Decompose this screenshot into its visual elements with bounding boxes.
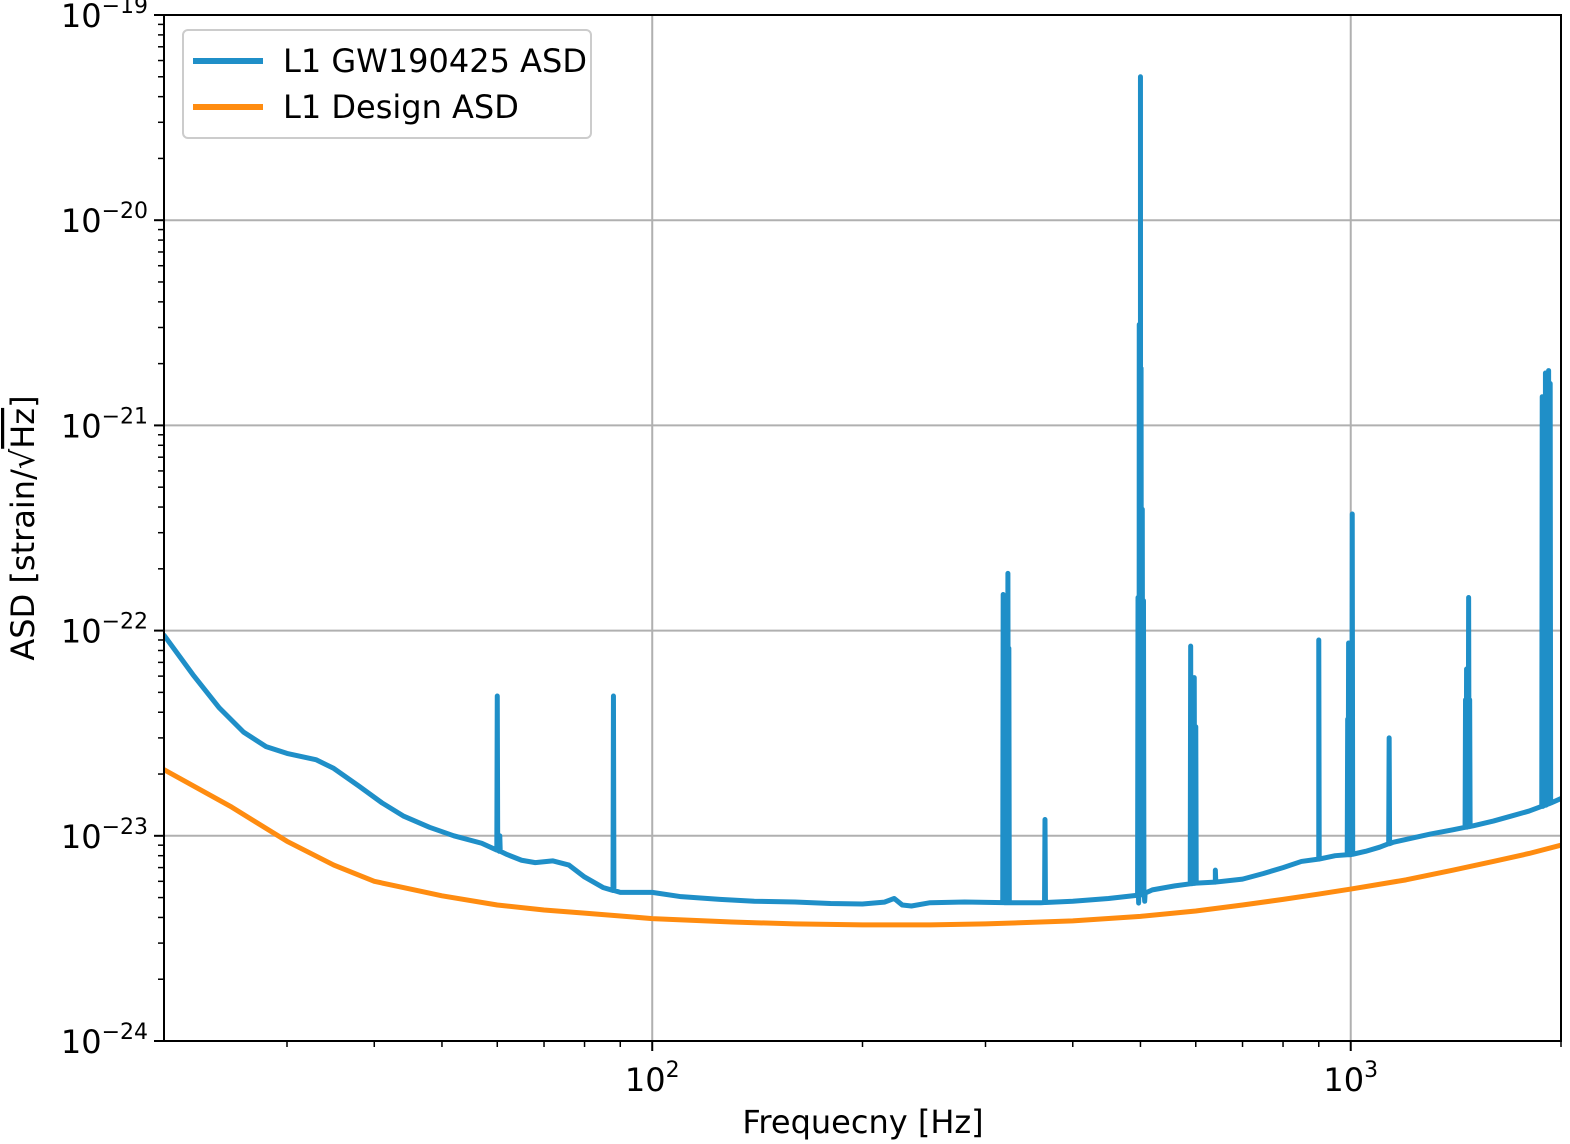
y-axis-label-radicand: Hz (4, 408, 42, 449)
x-tick-label: 102 (625, 1058, 680, 1099)
y-tick-label: 10−21 (61, 404, 148, 445)
x-axis-ticks: 102 103 (286, 1041, 1562, 1099)
y-tick-label: 10−22 (61, 610, 148, 651)
x-axis-label: Frequecny [Hz] (742, 1103, 983, 1141)
legend-label-asd: L1 GW190425 ASD (283, 42, 587, 80)
y-axis-label-suffix: ] (4, 395, 42, 407)
y-axis-label: ASD [strain/√Hz] (4, 395, 42, 660)
y-axis-label-root: √ (4, 448, 42, 469)
legend: L1 GW190425 ASD L1 Design ASD (182, 29, 592, 139)
x-tick-label: 103 (1323, 1058, 1378, 1099)
series-line-design (164, 767, 1561, 928)
y-axis-label-prefix: ASD [strain/ (4, 469, 42, 661)
y-tick-label: 10−23 (61, 815, 148, 856)
series-group (164, 74, 1561, 928)
y-tick-label: 10−24 (61, 1020, 148, 1061)
y-tick-label: 10−19 (61, 0, 148, 35)
y-tick-label: 10−20 (61, 199, 148, 240)
series-line-asd (164, 74, 1561, 909)
legend-label-design: L1 Design ASD (283, 88, 519, 126)
legend-box (182, 29, 592, 139)
y-axis-ticks: 10−19 10−20 10−21 10−22 10−23 10−24 (61, 0, 164, 1061)
plot-area (164, 74, 1561, 928)
